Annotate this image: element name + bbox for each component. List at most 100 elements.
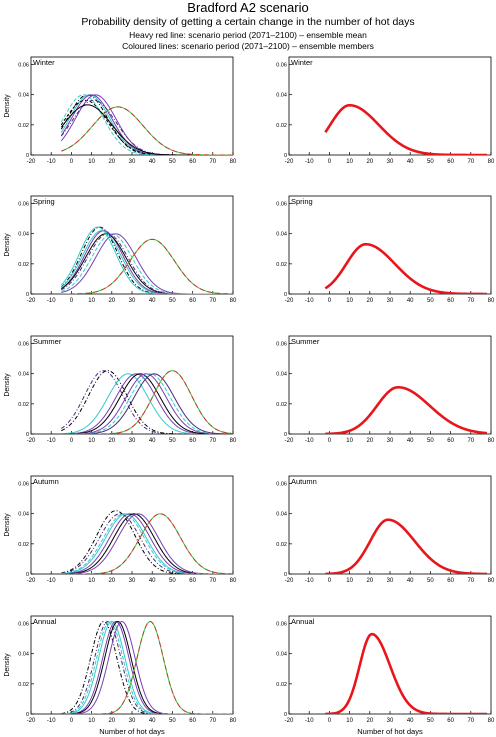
ensemble-member-line	[60, 226, 233, 294]
x-axis-label: Number of hot days	[357, 727, 423, 736]
x-tick-label: 60	[447, 298, 454, 304]
panel-spring-members: -20 -10 0 10 20 30 40 50 60 70 80 0 0.02 0.04 0.06 Spri…	[4, 195, 237, 304]
x-tick-label: 30	[387, 438, 394, 444]
y-tick-label: 0.06	[18, 482, 29, 488]
ensemble-member-line	[60, 94, 233, 155]
x-tick-label: 80	[230, 718, 237, 724]
x-tick-label: 40	[407, 718, 414, 724]
x-tick-label: -20	[285, 159, 294, 165]
ensemble-mean-line	[324, 242, 487, 294]
y-tick-label: 0.06	[276, 63, 287, 69]
y-tick-label: 0.02	[276, 542, 287, 548]
y-tick-label: 0.06	[18, 63, 29, 69]
x-tick-label: 30	[387, 718, 394, 724]
x-tick-label: 70	[209, 718, 216, 724]
x-tick-label: 20	[108, 578, 115, 584]
x-tick-label: 0	[70, 578, 74, 584]
ensemble-member-line	[61, 513, 233, 574]
x-tick-label: -10	[47, 438, 56, 444]
x-tick-label: 50	[169, 438, 176, 444]
y-tick-label: 0.04	[18, 232, 29, 238]
x-tick-label: 0	[70, 159, 74, 165]
panel-spring-mean: -20 -10 0 10 20 30 40 50 60 70 80 0 0.02 0.04 0.06 Spri…	[276, 195, 495, 304]
x-tick-label: 30	[129, 298, 136, 304]
ensemble-member-line	[61, 510, 233, 574]
x-tick-label: 60	[189, 298, 196, 304]
x-tick-label: 70	[209, 578, 216, 584]
ensemble-member-line	[60, 94, 233, 155]
y-tick-label: 0.06	[18, 202, 29, 208]
x-tick-label: -20	[285, 298, 294, 304]
x-tick-label: 0	[70, 718, 74, 724]
x-tick-label: 50	[427, 438, 434, 444]
x-tick-label: 80	[488, 438, 495, 444]
x-tick-label: 40	[149, 718, 156, 724]
ensemble-member-line	[61, 620, 233, 714]
season-label: Winter	[291, 58, 313, 67]
y-tick-label: 0.06	[18, 342, 29, 348]
y-tick-label: 0.06	[276, 622, 287, 628]
y-axis-label: Density	[4, 653, 11, 677]
x-tick-label: -10	[47, 578, 56, 584]
y-tick-label: 0.04	[18, 652, 29, 658]
curves	[325, 385, 488, 434]
season-label: Autumn	[291, 477, 317, 486]
ensemble-mean-line	[325, 518, 487, 574]
axes-frame	[288, 335, 492, 435]
x-tick-label: -10	[305, 718, 314, 724]
y-axis-label: Density	[4, 373, 11, 397]
x-tick-label: 70	[467, 718, 474, 724]
x-tick-label: 0	[328, 718, 332, 724]
x-tick-label: -10	[305, 578, 314, 584]
x-tick-label: 40	[149, 298, 156, 304]
x-tick-label: 20	[108, 718, 115, 724]
x-tick-label: -20	[285, 578, 294, 584]
y-tick-label: 0	[284, 153, 287, 159]
x-tick-label: 30	[387, 159, 394, 165]
x-tick-label: 10	[88, 298, 95, 304]
ensemble-member-line	[61, 620, 233, 714]
x-tick-label: 50	[169, 718, 176, 724]
y-tick-label: 0.04	[276, 512, 287, 518]
x-tick-label: 0	[328, 438, 332, 444]
panel-annual-members: -20 -10 0 10 20 30 40 50 60 70 80 0 0.02 0.04 0.06 Annu…	[4, 615, 237, 736]
x-tick-label: 70	[467, 438, 474, 444]
x-tick-label: 60	[447, 718, 454, 724]
y-tick-label: 0.02	[18, 542, 29, 548]
figure-subtitle: Probability density of getting a certain…	[81, 16, 415, 28]
y-tick-label: 0.02	[276, 123, 287, 129]
x-tick-label: 60	[447, 578, 454, 584]
x-tick-label: -20	[285, 438, 294, 444]
panel-autumn-mean: -20 -10 0 10 20 30 40 50 60 70 80 0 0.02 0.04 0.06 Autu…	[276, 475, 495, 584]
y-tick-label: 0	[26, 712, 29, 718]
ensemble-member-line	[61, 233, 233, 294]
x-tick-label: -10	[305, 298, 314, 304]
curves	[60, 94, 233, 155]
ensemble-member-line	[61, 620, 233, 714]
x-tick-label: 0	[70, 438, 74, 444]
ensemble-member-line	[61, 373, 233, 434]
ensemble-member-line	[61, 373, 233, 434]
ensemble-member-line	[61, 620, 233, 714]
y-tick-label: 0	[284, 712, 287, 718]
heavy-line-note: Heavy red line: scenario period (2071–21…	[129, 30, 367, 40]
y-tick-label: 0.04	[18, 93, 29, 99]
ensemble-member-line	[61, 620, 233, 714]
coloured-lines-note: Coloured lines: scenario period (2071–21…	[122, 41, 374, 51]
x-tick-label: 10	[88, 578, 95, 584]
x-tick-label: 30	[129, 578, 136, 584]
x-tick-label: 70	[209, 159, 216, 165]
y-tick-label: 0.06	[18, 622, 29, 628]
season-label: Winter	[33, 58, 55, 67]
x-tick-label: 80	[230, 578, 237, 584]
ensemble-member-line	[61, 233, 233, 294]
x-axis-label: Number of hot days	[99, 727, 165, 736]
ensemble-member-line	[61, 513, 233, 574]
x-tick-label: 80	[488, 578, 495, 584]
y-tick-label: 0	[284, 572, 287, 578]
ensemble-member-line	[61, 620, 233, 714]
ensemble-member-line	[60, 94, 233, 155]
x-tick-label: 20	[366, 438, 373, 444]
y-tick-label: 0.02	[18, 262, 29, 268]
x-tick-label: -10	[47, 718, 56, 724]
